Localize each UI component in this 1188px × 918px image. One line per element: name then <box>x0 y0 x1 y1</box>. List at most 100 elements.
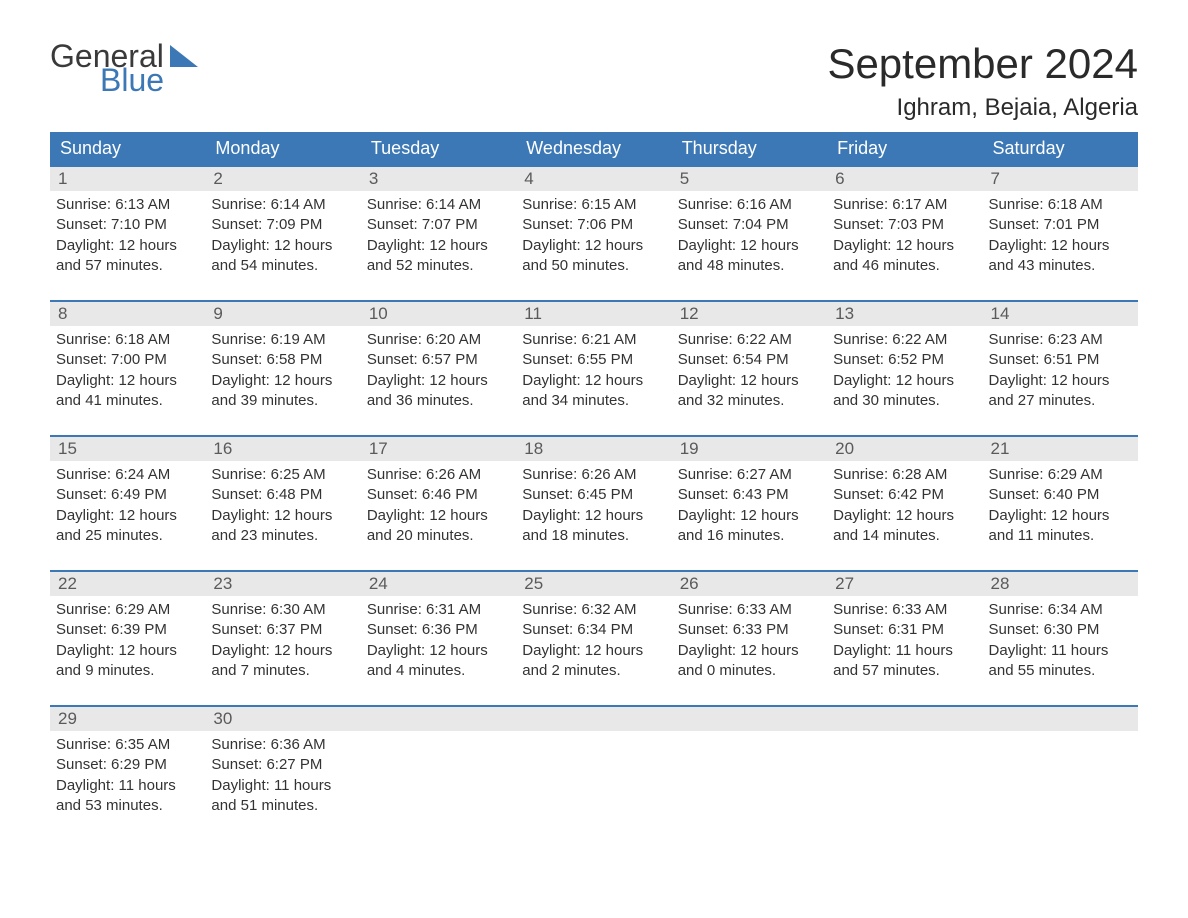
daylight-line-1: Daylight: 12 hours <box>522 641 665 661</box>
calendar: SundayMondayTuesdayWednesdayThursdayFrid… <box>50 132 1138 824</box>
day-number: 5 <box>672 167 827 191</box>
sunrise-line: Sunrise: 6:22 AM <box>678 330 821 350</box>
calendar-week: 29Sunrise: 6:35 AMSunset: 6:29 PMDayligh… <box>50 705 1138 824</box>
day-body: Sunrise: 6:22 AMSunset: 6:52 PMDaylight:… <box>827 326 982 419</box>
calendar-day: 27Sunrise: 6:33 AMSunset: 6:31 PMDayligh… <box>827 572 982 689</box>
weekday-header-row: SundayMondayTuesdayWednesdayThursdayFrid… <box>50 132 1138 165</box>
daylight-line-1: Daylight: 12 hours <box>56 236 199 256</box>
day-body: Sunrise: 6:14 AMSunset: 7:09 PMDaylight:… <box>205 191 360 284</box>
day-body: Sunrise: 6:30 AMSunset: 6:37 PMDaylight:… <box>205 596 360 689</box>
sunrise-line: Sunrise: 6:13 AM <box>56 195 199 215</box>
day-number: 25 <box>516 572 671 596</box>
sunset-line: Sunset: 7:00 PM <box>56 350 199 370</box>
day-body: Sunrise: 6:26 AMSunset: 6:46 PMDaylight:… <box>361 461 516 554</box>
weekday-tuesday: Tuesday <box>361 132 516 165</box>
calendar-week: 1Sunrise: 6:13 AMSunset: 7:10 PMDaylight… <box>50 165 1138 284</box>
sunset-line: Sunset: 7:06 PM <box>522 215 665 235</box>
sunrise-line: Sunrise: 6:25 AM <box>211 465 354 485</box>
daylight-line-2: and 57 minutes. <box>56 256 199 276</box>
sunrise-line: Sunrise: 6:27 AM <box>678 465 821 485</box>
daylight-line-1: Daylight: 12 hours <box>833 506 976 526</box>
day-number-empty <box>983 707 1138 731</box>
daylight-line-1: Daylight: 12 hours <box>56 641 199 661</box>
calendar-day: 23Sunrise: 6:30 AMSunset: 6:37 PMDayligh… <box>205 572 360 689</box>
day-body: Sunrise: 6:17 AMSunset: 7:03 PMDaylight:… <box>827 191 982 284</box>
daylight-line-1: Daylight: 12 hours <box>56 371 199 391</box>
daylight-line-1: Daylight: 12 hours <box>833 236 976 256</box>
daylight-line-2: and 9 minutes. <box>56 661 199 681</box>
calendar-day: 22Sunrise: 6:29 AMSunset: 6:39 PMDayligh… <box>50 572 205 689</box>
sunrise-line: Sunrise: 6:29 AM <box>989 465 1132 485</box>
day-number: 24 <box>361 572 516 596</box>
day-body: Sunrise: 6:23 AMSunset: 6:51 PMDaylight:… <box>983 326 1138 419</box>
daylight-line-1: Daylight: 12 hours <box>678 371 821 391</box>
daylight-line-2: and 20 minutes. <box>367 526 510 546</box>
daylight-line-2: and 51 minutes. <box>211 796 354 816</box>
daylight-line-2: and 34 minutes. <box>522 391 665 411</box>
daylight-line-1: Daylight: 12 hours <box>833 371 976 391</box>
daylight-line-2: and 16 minutes. <box>678 526 821 546</box>
day-number: 3 <box>361 167 516 191</box>
daylight-line-1: Daylight: 11 hours <box>989 641 1132 661</box>
daylight-line-1: Daylight: 12 hours <box>56 506 199 526</box>
day-number: 23 <box>205 572 360 596</box>
day-number: 30 <box>205 707 360 731</box>
day-number-empty <box>516 707 671 731</box>
calendar-day <box>983 707 1138 824</box>
daylight-line-2: and 2 minutes. <box>522 661 665 681</box>
weekday-wednesday: Wednesday <box>516 132 671 165</box>
calendar-day: 25Sunrise: 6:32 AMSunset: 6:34 PMDayligh… <box>516 572 671 689</box>
day-body: Sunrise: 6:22 AMSunset: 6:54 PMDaylight:… <box>672 326 827 419</box>
day-body: Sunrise: 6:18 AMSunset: 7:00 PMDaylight:… <box>50 326 205 419</box>
calendar-day <box>361 707 516 824</box>
calendar-day: 15Sunrise: 6:24 AMSunset: 6:49 PMDayligh… <box>50 437 205 554</box>
sunrise-line: Sunrise: 6:14 AM <box>211 195 354 215</box>
calendar-day: 10Sunrise: 6:20 AMSunset: 6:57 PMDayligh… <box>361 302 516 419</box>
daylight-line-2: and 7 minutes. <box>211 661 354 681</box>
sunset-line: Sunset: 6:54 PM <box>678 350 821 370</box>
daylight-line-1: Daylight: 12 hours <box>678 236 821 256</box>
calendar-day: 20Sunrise: 6:28 AMSunset: 6:42 PMDayligh… <box>827 437 982 554</box>
daylight-line-2: and 14 minutes. <box>833 526 976 546</box>
calendar-day: 8Sunrise: 6:18 AMSunset: 7:00 PMDaylight… <box>50 302 205 419</box>
weekday-monday: Monday <box>205 132 360 165</box>
day-number: 4 <box>516 167 671 191</box>
calendar-day: 6Sunrise: 6:17 AMSunset: 7:03 PMDaylight… <box>827 167 982 284</box>
calendar-day: 24Sunrise: 6:31 AMSunset: 6:36 PMDayligh… <box>361 572 516 689</box>
daylight-line-1: Daylight: 12 hours <box>367 506 510 526</box>
sunset-line: Sunset: 6:55 PM <box>522 350 665 370</box>
day-number: 21 <box>983 437 1138 461</box>
daylight-line-1: Daylight: 12 hours <box>211 371 354 391</box>
daylight-line-1: Daylight: 12 hours <box>211 641 354 661</box>
calendar-day: 9Sunrise: 6:19 AMSunset: 6:58 PMDaylight… <box>205 302 360 419</box>
day-number: 17 <box>361 437 516 461</box>
calendar-week: 15Sunrise: 6:24 AMSunset: 6:49 PMDayligh… <box>50 435 1138 554</box>
day-number: 6 <box>827 167 982 191</box>
day-number: 27 <box>827 572 982 596</box>
sunrise-line: Sunrise: 6:20 AM <box>367 330 510 350</box>
calendar-day: 19Sunrise: 6:27 AMSunset: 6:43 PMDayligh… <box>672 437 827 554</box>
daylight-line-2: and 48 minutes. <box>678 256 821 276</box>
sunset-line: Sunset: 6:58 PM <box>211 350 354 370</box>
daylight-line-2: and 57 minutes. <box>833 661 976 681</box>
sunset-line: Sunset: 6:57 PM <box>367 350 510 370</box>
sunrise-line: Sunrise: 6:32 AM <box>522 600 665 620</box>
day-number: 18 <box>516 437 671 461</box>
calendar-day: 3Sunrise: 6:14 AMSunset: 7:07 PMDaylight… <box>361 167 516 284</box>
sunrise-line: Sunrise: 6:17 AM <box>833 195 976 215</box>
sunset-line: Sunset: 6:46 PM <box>367 485 510 505</box>
calendar-day: 1Sunrise: 6:13 AMSunset: 7:10 PMDaylight… <box>50 167 205 284</box>
sunrise-line: Sunrise: 6:18 AM <box>56 330 199 350</box>
day-body: Sunrise: 6:24 AMSunset: 6:49 PMDaylight:… <box>50 461 205 554</box>
daylight-line-1: Daylight: 12 hours <box>522 236 665 256</box>
calendar-day: 5Sunrise: 6:16 AMSunset: 7:04 PMDaylight… <box>672 167 827 284</box>
daylight-line-1: Daylight: 12 hours <box>367 641 510 661</box>
calendar-day: 2Sunrise: 6:14 AMSunset: 7:09 PMDaylight… <box>205 167 360 284</box>
sunset-line: Sunset: 7:09 PM <box>211 215 354 235</box>
sunrise-line: Sunrise: 6:34 AM <box>989 600 1132 620</box>
day-body: Sunrise: 6:29 AMSunset: 6:39 PMDaylight:… <box>50 596 205 689</box>
logo-word-blue: Blue <box>100 64 198 96</box>
day-body: Sunrise: 6:32 AMSunset: 6:34 PMDaylight:… <box>516 596 671 689</box>
day-number: 9 <box>205 302 360 326</box>
day-number: 7 <box>983 167 1138 191</box>
